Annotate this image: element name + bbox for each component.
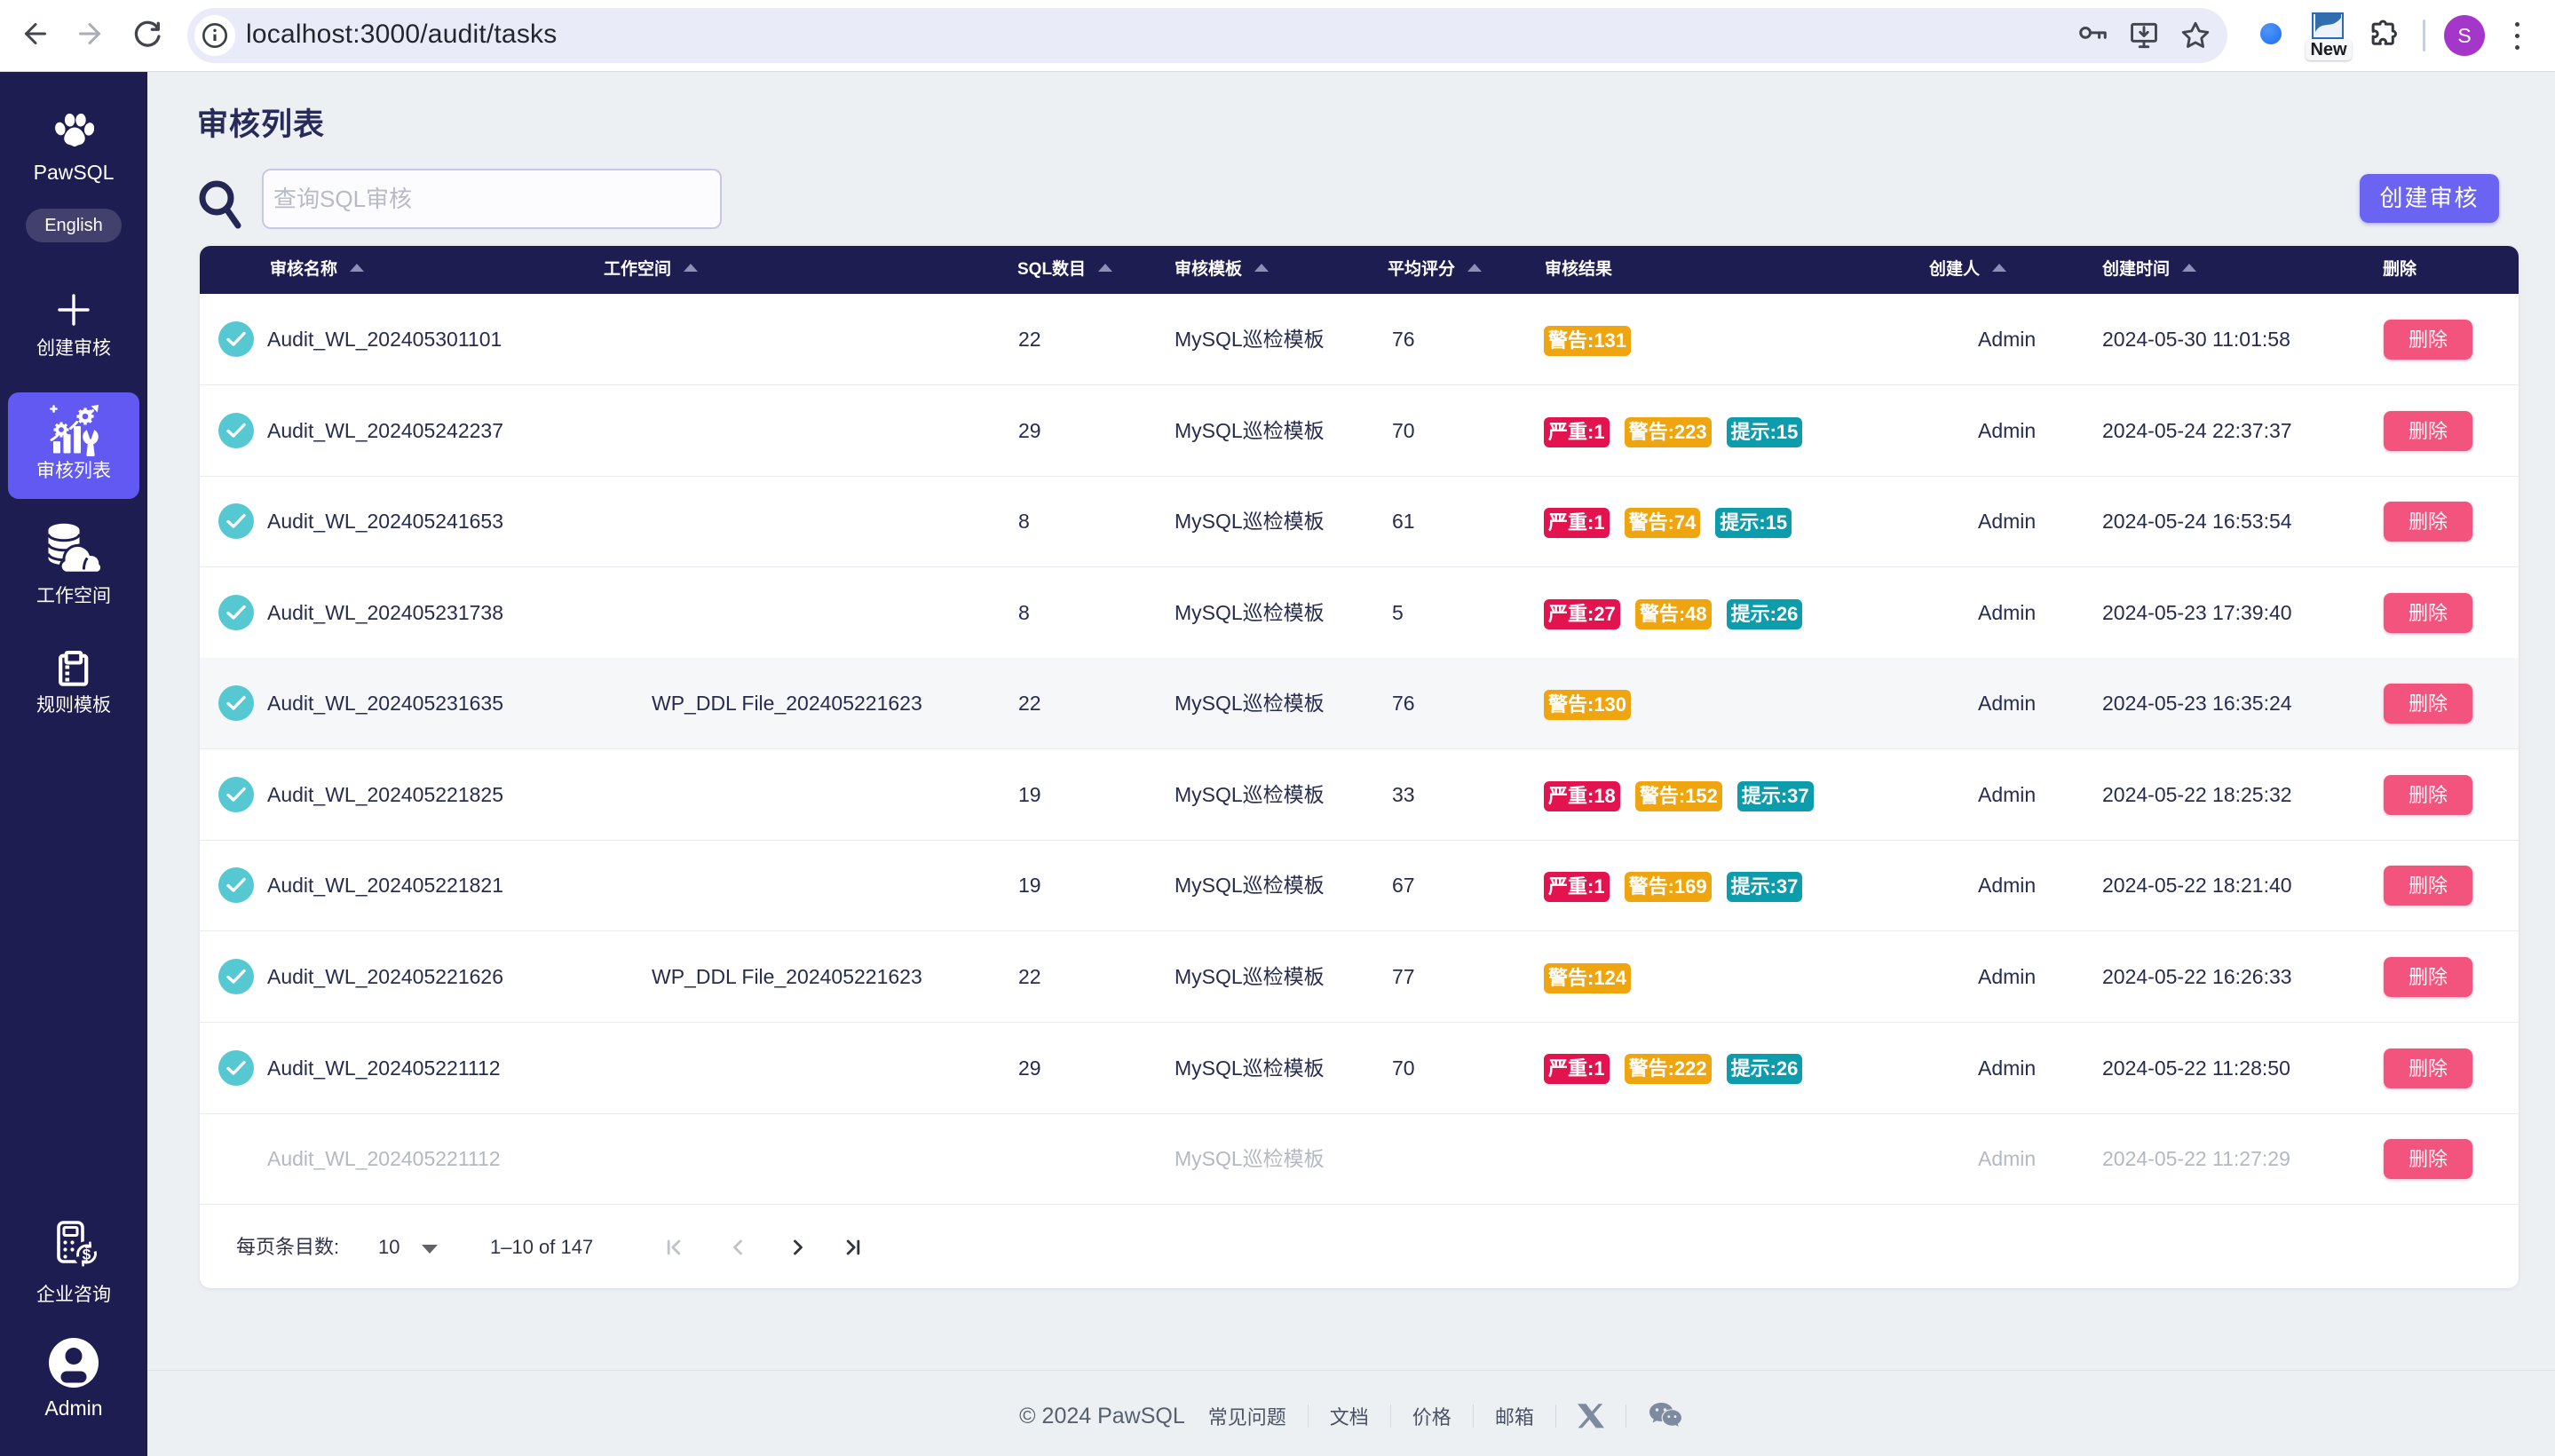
svg-text:$: $ bbox=[83, 1246, 91, 1263]
